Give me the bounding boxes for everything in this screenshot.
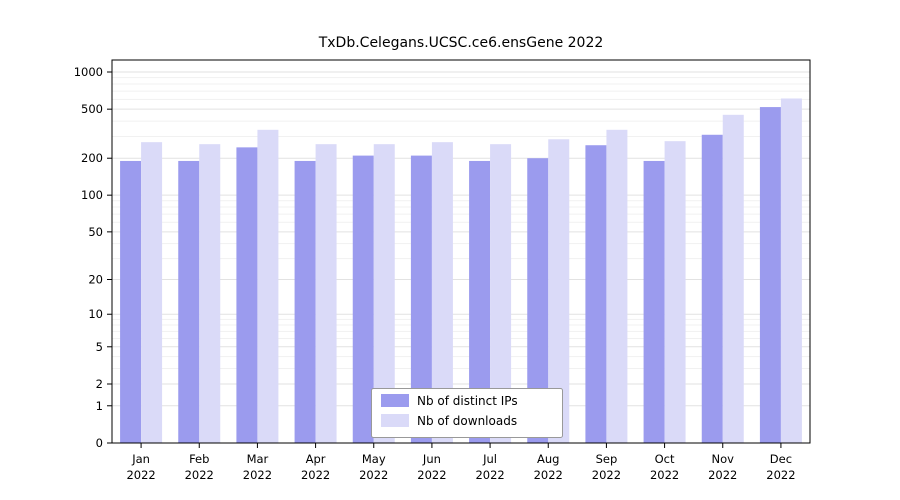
- x-tick-label-year: 2022: [417, 468, 446, 482]
- legend-label-ips: Nb of distinct IPs: [417, 394, 518, 408]
- x-tick-label-month: Jun: [422, 452, 441, 466]
- x-tick-label-year: 2022: [185, 468, 214, 482]
- bar-downloads-dec: [780, 98, 802, 444]
- x-tick-label-year: 2022: [650, 468, 679, 482]
- bar-downloads-mar: [257, 129, 279, 444]
- x-tick-label-month: Apr: [306, 452, 326, 466]
- bar-downloads-jun: [431, 142, 453, 443]
- bar-ips-may: [352, 155, 374, 443]
- legend-box: [371, 388, 563, 438]
- bar-ips-oct: [643, 160, 665, 444]
- bar-downloads-oct: [664, 141, 686, 444]
- y-tick-label: 1000: [74, 65, 103, 79]
- bar-ips-apr: [294, 160, 316, 444]
- y-tick-label: 100: [81, 188, 103, 202]
- x-tick-label-year: 2022: [359, 468, 388, 482]
- y-tick-label: 5: [96, 340, 103, 354]
- y-tick-label: 1: [96, 399, 103, 413]
- x-tick-label-year: 2022: [126, 468, 155, 482]
- bar-ips-feb: [178, 160, 200, 444]
- bars-group: [120, 98, 802, 444]
- bar-ips-jan: [120, 160, 142, 444]
- x-tick-label-month: Oct: [655, 452, 675, 466]
- y-axis: 0 1 2 5 10 20 50 100 200 500 1000: [74, 65, 112, 450]
- legend: Nb of distinct IPs Nb of downloads: [371, 388, 563, 438]
- x-tick-label-month: Aug: [537, 452, 559, 466]
- x-tick-label-year: 2022: [766, 468, 795, 482]
- y-tick-label: 50: [88, 225, 103, 239]
- x-tick-label-year: 2022: [708, 468, 737, 482]
- x-tick-label-year: 2022: [534, 468, 563, 482]
- bar-ips-sep: [585, 145, 607, 444]
- bar-downloads-aug: [548, 139, 570, 443]
- x-tick-label-year: 2022: [592, 468, 621, 482]
- y-tick-label: 10: [88, 307, 103, 321]
- bar-downloads-apr: [315, 144, 337, 443]
- x-axis: Jan 2022 Feb 2022 Mar 2022 Apr 2022 May 2022 Jun 20…: [126, 443, 796, 482]
- bar-ips-nov: [701, 134, 723, 443]
- x-tick-label-month: Sep: [596, 452, 618, 466]
- bar-ips-dec: [759, 107, 781, 443]
- bar-downloads-nov: [722, 114, 744, 443]
- bar-downloads-feb: [199, 144, 221, 443]
- x-tick-label-year: 2022: [301, 468, 330, 482]
- y-tick-label: 2: [96, 377, 103, 391]
- y-tick-label: 500: [81, 102, 103, 116]
- x-tick-label-month: Jan: [131, 452, 150, 466]
- y-tick-label: 20: [88, 273, 103, 287]
- legend-swatch-downloads: [381, 414, 409, 427]
- bar-downloads-jan: [141, 142, 163, 443]
- legend-label-downloads: Nb of downloads: [417, 414, 517, 428]
- y-tick-label: 0: [96, 436, 103, 450]
- x-tick-label-year: 2022: [475, 468, 504, 482]
- y-tick-label: 200: [81, 151, 103, 165]
- x-tick-label-month: May: [362, 452, 386, 466]
- bar-downloads-may: [373, 144, 395, 443]
- x-tick-label-year: 2022: [243, 468, 272, 482]
- x-tick-label-month: Jul: [482, 452, 497, 466]
- bar-ips-mar: [236, 147, 258, 443]
- x-tick-label-month: Nov: [712, 452, 735, 466]
- chart-title: TxDb.Celegans.UCSC.ce6.ensGene 2022: [318, 35, 604, 51]
- legend-swatch-ips: [381, 394, 409, 407]
- bar-downloads-jul: [490, 144, 512, 443]
- plot-frame: [111, 59, 811, 444]
- x-tick-label-month: Dec: [770, 452, 792, 466]
- x-tick-label-month: Feb: [189, 452, 209, 466]
- bar-ips-jul: [469, 160, 491, 444]
- gridlines: [112, 71, 810, 407]
- bar-ips-aug: [527, 158, 549, 443]
- bar-ips-jun: [410, 155, 432, 443]
- bar-downloads-sep: [606, 129, 628, 444]
- x-tick-label-month: Mar: [247, 452, 269, 466]
